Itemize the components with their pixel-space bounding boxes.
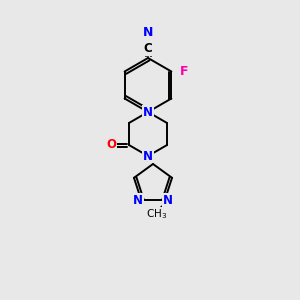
Text: N: N	[133, 194, 143, 207]
Text: C: C	[144, 41, 152, 55]
Text: CH$_3$: CH$_3$	[146, 207, 167, 221]
Text: O: O	[106, 139, 116, 152]
Text: N: N	[143, 149, 153, 163]
Text: N: N	[163, 194, 173, 207]
Text: N: N	[143, 26, 153, 40]
Text: N: N	[143, 106, 153, 118]
Text: F: F	[180, 65, 189, 78]
